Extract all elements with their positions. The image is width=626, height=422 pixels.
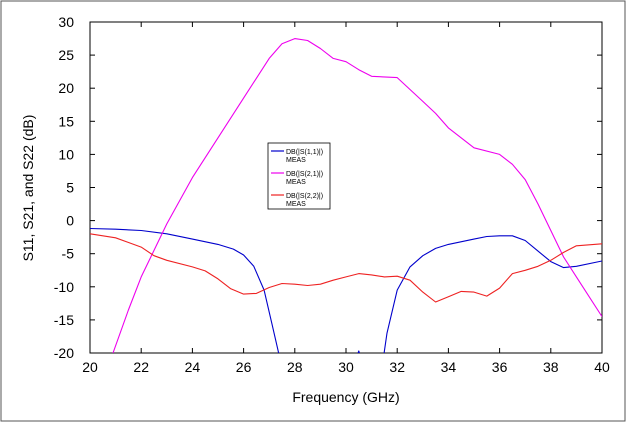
y-tick-label: -20 <box>54 345 74 361</box>
x-tick-label: 32 <box>389 359 405 375</box>
legend-sublabel: MEAS <box>286 179 306 186</box>
tick-layer: 20 22 24 26 28 30 32 34 36 38 40 30 25 20 15 10 5 0 -5 -10 -… <box>54 14 610 375</box>
series-line-1 <box>90 227 602 353</box>
y-tick-label: 5 <box>66 180 74 196</box>
legend-sublabel: MEAS <box>286 157 306 164</box>
x-tick-label: 28 <box>287 359 303 375</box>
y-tick-label: 10 <box>58 146 74 162</box>
series-layer <box>90 38 602 353</box>
series-line-2 <box>112 38 602 353</box>
legend-label: DB(|S(2,2)|) <box>286 193 323 200</box>
x-tick-label: 20 <box>82 359 98 375</box>
y-tick-label: -15 <box>54 312 74 328</box>
y-tick-label: 15 <box>58 113 74 129</box>
x-axis-label: Frequency (GHz) <box>292 389 399 405</box>
y-tick-label: 30 <box>58 14 74 30</box>
x-tick-label: 22 <box>133 359 149 375</box>
y-tick-label: 25 <box>58 47 74 63</box>
y-tick-label: 0 <box>66 213 74 229</box>
legend-label: DB(|S(1,1)|) <box>286 149 323 156</box>
plot-area <box>89 21 603 354</box>
y-tick-label: -5 <box>62 246 75 262</box>
legend-box <box>267 142 331 210</box>
x-tick-label: 36 <box>492 359 508 375</box>
legend: DB(|S(1,1)|)MEASDB(|S(2,1)|)MEASDB(|S(2,… <box>267 142 331 210</box>
legend-label: DB(|S(2,1)|) <box>286 171 323 178</box>
series-line-3 <box>90 233 602 303</box>
legend-sublabel: MEAS <box>286 201 306 208</box>
x-tick-label: 26 <box>236 359 252 375</box>
x-tick-label: 38 <box>543 359 559 375</box>
x-tick-label: 30 <box>338 359 354 375</box>
x-tick-label: 40 <box>594 359 610 375</box>
x-tick-label: 24 <box>185 359 201 375</box>
x-tick-label: 34 <box>441 359 457 375</box>
y-axis-label: S11, S21, and S22 (dB) <box>20 115 36 262</box>
y-tick-label: 20 <box>58 80 74 96</box>
y-tick-label: -10 <box>54 279 74 295</box>
